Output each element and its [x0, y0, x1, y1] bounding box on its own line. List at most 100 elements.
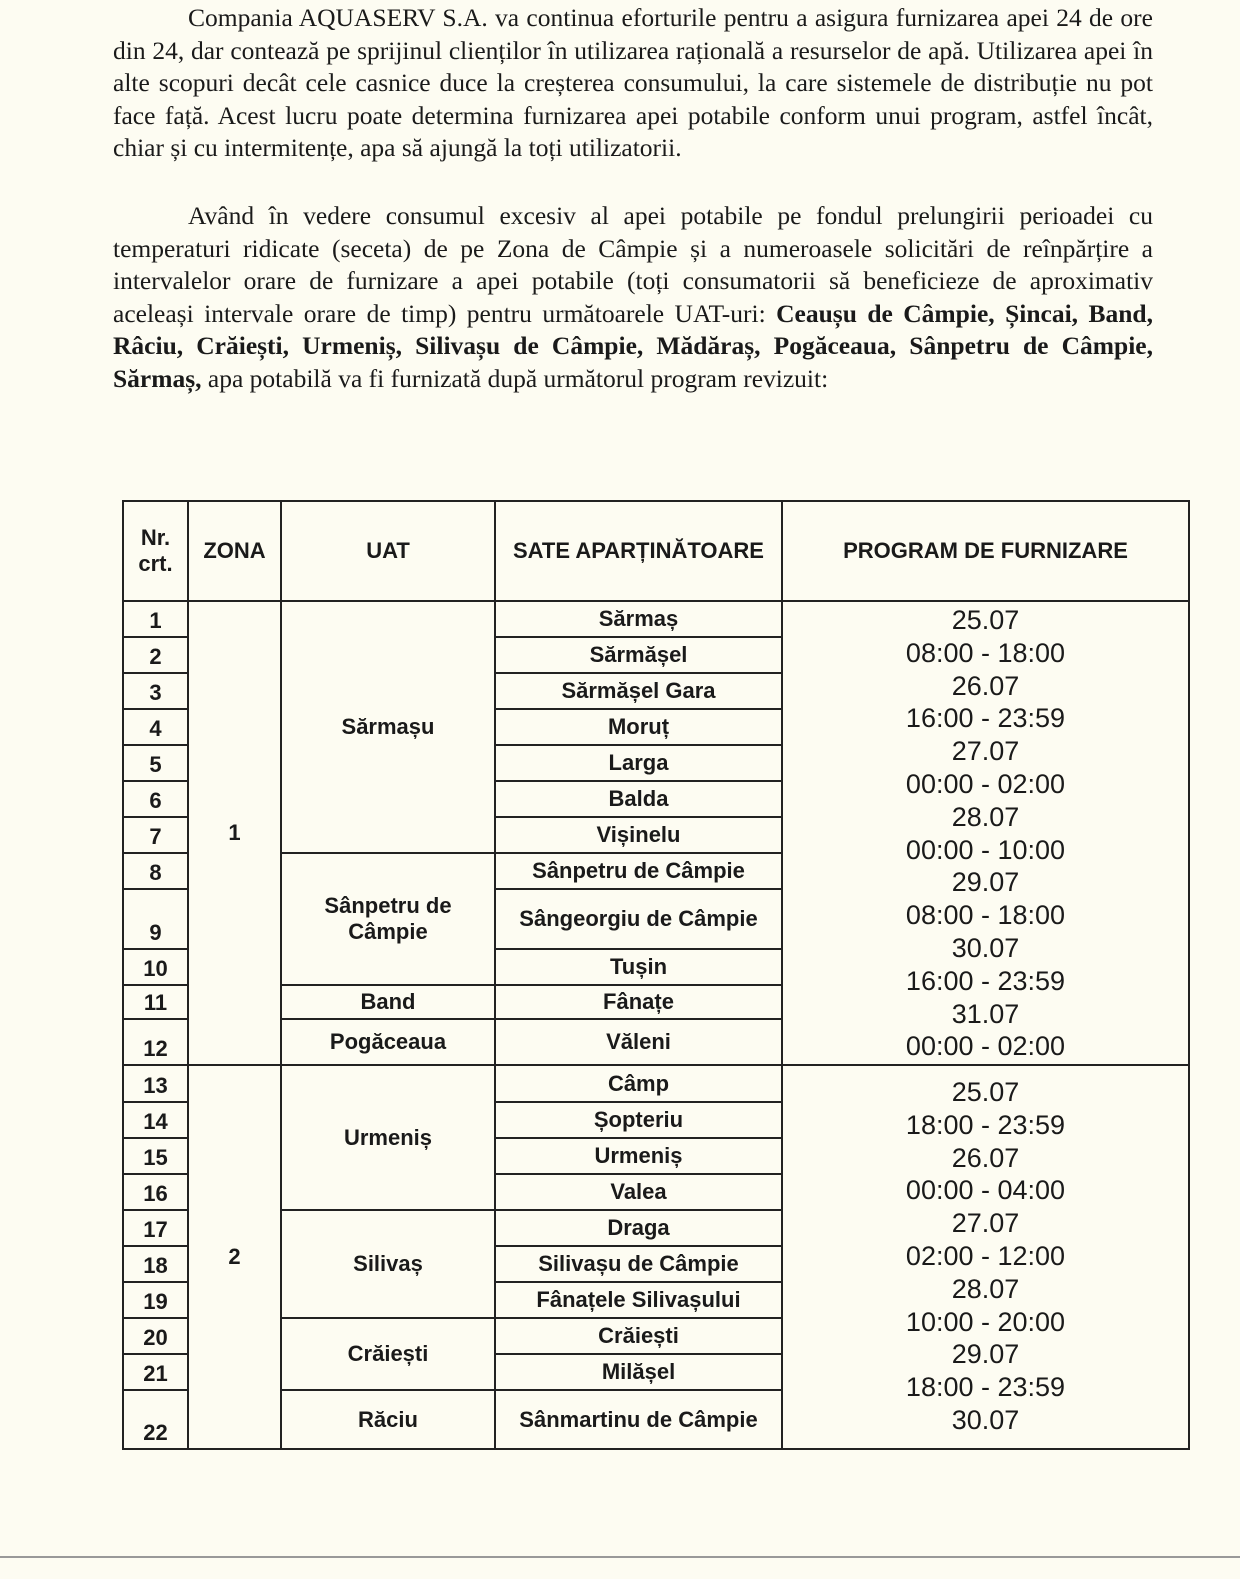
village-cell: Larga [494, 744, 783, 782]
village-cell: Vișinelu [494, 816, 783, 854]
program-line: 08:00 - 18:00 [905, 637, 1066, 668]
table-header-row: Nr. crt. ZONA UAT SATE APARȚINĂTOARE PRO… [122, 500, 1190, 602]
program-line: 27.07 [951, 1208, 1020, 1239]
table-row: 5 Larga [122, 744, 1189, 782]
village-cell: Văleni [494, 1018, 783, 1066]
table-row: 6 Balda [122, 780, 1189, 818]
program-line: 27.07 [951, 736, 1020, 767]
context-text-end: apa potabilă va fi furnizată după următo… [201, 363, 829, 393]
village-cell: Sângeorgiu de Câmpie [494, 888, 783, 950]
table-row: 16 Valea [122, 1173, 1189, 1211]
village-cell: Draga [494, 1209, 783, 1247]
schedule-table: Nr. crt. ZONA UAT SATE APARȚINĂTOARE PRO… [122, 500, 1190, 1450]
header-nr: Nr. crt. [122, 500, 189, 602]
row-number: 14 [122, 1101, 189, 1139]
program-line: 00:00 - 04:00 [905, 1175, 1066, 1206]
uat-cell: Sânpetru de Câmpie [280, 852, 496, 986]
table-row: 10 Tușin [122, 948, 1189, 986]
table-row: 22 Răciu Sânmartinu de Câmpie [122, 1389, 1189, 1450]
program-cell: 25.07 08:00 - 18:00 26.07 16:00 - 23:59 27.0… [781, 600, 1190, 1066]
table-row: 12 Pogăceaua Văleni [122, 1018, 1189, 1066]
row-number: 4 [122, 708, 189, 746]
table-row: 21 Milășel [122, 1353, 1189, 1391]
header-zona: ZONA [187, 500, 282, 602]
program-line: 08:00 - 18:00 [905, 900, 1066, 931]
village-cell: Urmeniș [494, 1137, 783, 1175]
context-paragraph: Având în vedere consumul excesiv al apei… [113, 200, 1153, 396]
table-row: 4 Moruț [122, 708, 1189, 746]
table-row: 18 Silivașu de Câmpie [122, 1245, 1189, 1283]
table-row: 13 2 Urmeniș Câmp 25.07 18:00 - 23:59 26.07 00:… [122, 1064, 1190, 1450]
page-bottom-rule [0, 1556, 1240, 1558]
village-cell: Sărmășel [494, 636, 783, 674]
village-cell: Sânmartinu de Câmpie [494, 1389, 783, 1450]
zone-cell: 1 [187, 600, 282, 1066]
header-uat: UAT [280, 500, 496, 602]
intro-text: Compania AQUASERV S.A. va continua efort… [113, 3, 1153, 163]
row-number: 3 [122, 672, 189, 710]
row-number: 7 [122, 816, 189, 854]
header-program: PROGRAM DE FURNIZARE [781, 500, 1190, 602]
village-cell: Fânațele Silivașului [494, 1281, 783, 1319]
village-cell: Fânațe [494, 984, 783, 1020]
row-number: 9 [122, 888, 189, 950]
header-sate: SATE APARȚINĂTOARE [494, 500, 783, 602]
program-line: 31.07 [951, 998, 1020, 1029]
village-cell: Șopteriu [494, 1101, 783, 1139]
program-line: 28.07 [951, 1273, 1020, 1304]
row-number: 16 [122, 1173, 189, 1211]
row-number: 13 [122, 1064, 189, 1103]
table-row: 15 Urmeniș [122, 1137, 1189, 1175]
table-row: 14 Șopteriu [122, 1101, 1189, 1139]
program-cell: 25.07 18:00 - 23:59 26.07 00:00 - 04:00 27.0… [781, 1064, 1190, 1450]
uat-cell: Pogăceaua [280, 1018, 496, 1066]
program-line: 28.07 [951, 801, 1020, 832]
program-line: 00:00 - 02:00 [905, 1031, 1066, 1062]
row-number: 20 [122, 1317, 189, 1355]
uat-cell: Crăiești [280, 1317, 496, 1391]
program-line: 30.07 [951, 1404, 1020, 1435]
program-line: 30.07 [951, 932, 1020, 963]
program-line: 16:00 - 23:59 [905, 703, 1066, 734]
village-cell: Crăiești [494, 1317, 783, 1355]
program-line: 10:00 - 20:00 [905, 1306, 1066, 1337]
row-number: 6 [122, 780, 189, 818]
intro-paragraph: Compania AQUASERV S.A. va continua efort… [113, 2, 1153, 165]
program-line: 00:00 - 10:00 [905, 834, 1066, 865]
program-line: 02:00 - 12:00 [905, 1240, 1066, 1271]
table-row: 1 1 Sărmașu Sărmaș 25.07 08:00 - 18:00 26.07 16… [122, 600, 1190, 1066]
program-line: 26.07 [951, 670, 1020, 701]
program-line: 29.07 [951, 867, 1020, 898]
uat-cell: Răciu [280, 1389, 496, 1450]
context-text: Având în vedere consumul excesiv al apei… [113, 201, 1153, 328]
row-number: 18 [122, 1245, 189, 1283]
table-row: 20 Crăiești Crăiești [122, 1317, 1189, 1391]
row-number: 11 [122, 984, 189, 1020]
row-number: 21 [122, 1353, 189, 1391]
row-number: 22 [122, 1389, 189, 1450]
table-row: 3 Sărmășel Gara [122, 672, 1189, 710]
row-number: 2 [122, 636, 189, 674]
village-cell: Moruț [494, 708, 783, 746]
program-line: 25.07 [951, 1077, 1020, 1107]
village-cell: Sărmaș [494, 600, 783, 638]
village-cell: Balda [494, 780, 783, 818]
row-number: 12 [122, 1018, 189, 1066]
village-cell: Câmp [494, 1064, 783, 1103]
row-number: 5 [122, 744, 189, 782]
table-row: 19 Fânațele Silivașului [122, 1281, 1189, 1319]
row-number: 19 [122, 1281, 189, 1319]
program-line: 16:00 - 23:59 [905, 965, 1066, 996]
uat-cell: Silivaș [280, 1209, 496, 1319]
row-number: 1 [122, 600, 189, 638]
program-line: 26.07 [951, 1142, 1020, 1173]
village-cell: Valea [494, 1173, 783, 1211]
program-line: 29.07 [951, 1339, 1020, 1370]
uat-cell: Sărmașu [280, 600, 496, 854]
row-number: 8 [122, 852, 189, 890]
village-cell: Sărmășel Gara [494, 672, 783, 710]
program-line: 00:00 - 02:00 [905, 768, 1066, 799]
village-cell: Silivașu de Câmpie [494, 1245, 783, 1283]
table-row: 17 Silivaș Draga [122, 1209, 1189, 1319]
